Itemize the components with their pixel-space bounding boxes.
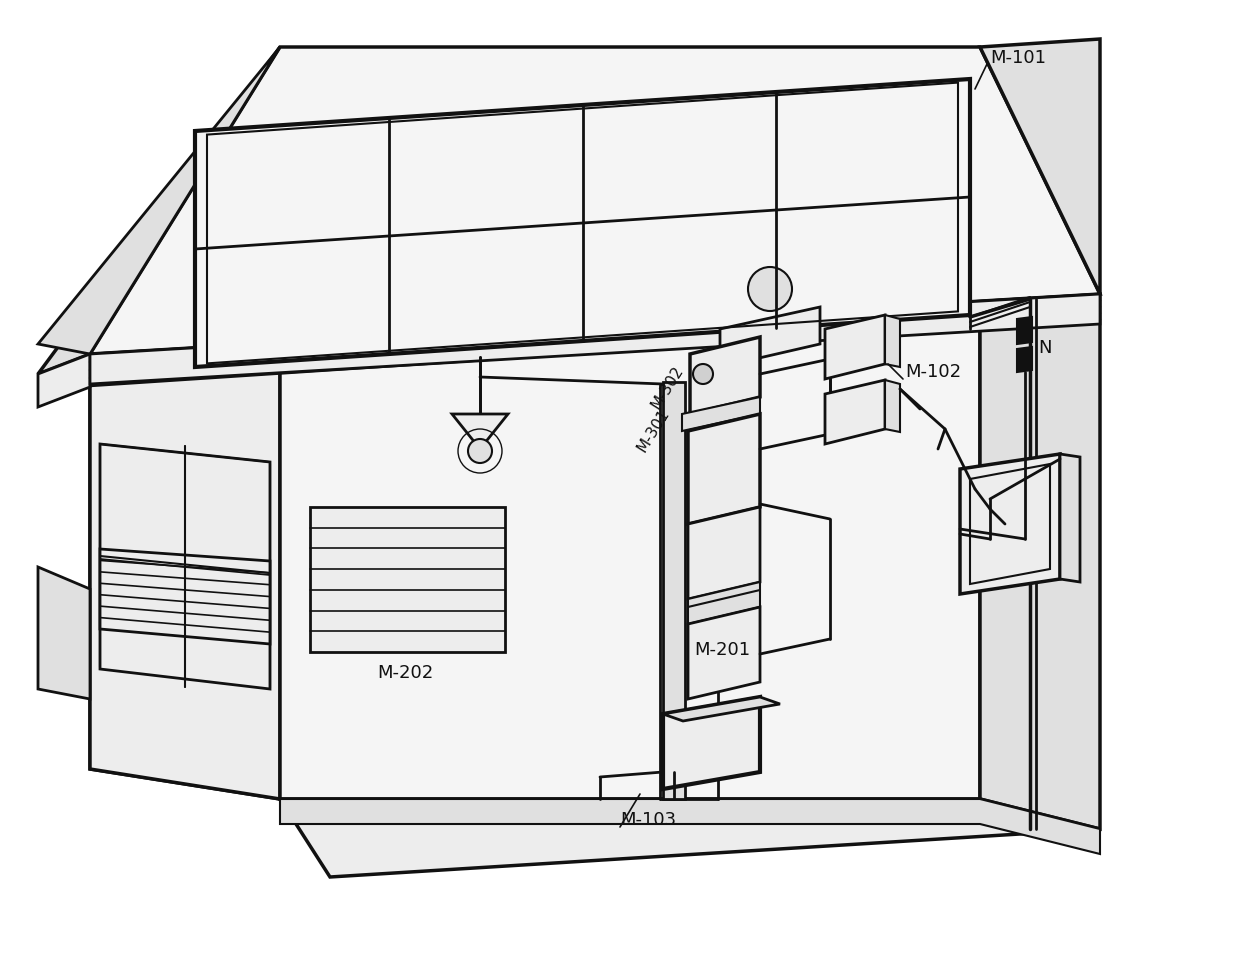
Polygon shape [688,582,760,624]
Polygon shape [1017,318,1032,345]
Polygon shape [688,608,760,700]
Polygon shape [885,316,900,367]
Polygon shape [682,397,760,431]
Text: M-101: M-101 [990,49,1047,67]
Text: M-302: M-302 [649,363,686,412]
Polygon shape [280,799,1100,854]
Polygon shape [960,454,1060,594]
Polygon shape [38,355,91,408]
Polygon shape [453,415,508,450]
Polygon shape [688,415,760,524]
Text: M-202: M-202 [377,664,433,681]
Circle shape [467,440,492,463]
Polygon shape [91,47,1100,355]
Polygon shape [100,445,270,689]
Text: M-103: M-103 [620,810,676,828]
Circle shape [693,364,713,385]
Polygon shape [38,568,91,700]
Text: N: N [1038,338,1052,357]
Circle shape [748,267,792,312]
Polygon shape [38,47,280,375]
Polygon shape [980,40,1100,295]
Polygon shape [663,698,760,789]
Polygon shape [91,295,1100,385]
Text: M-201: M-201 [694,641,750,658]
Polygon shape [100,549,270,644]
Polygon shape [688,508,760,600]
Polygon shape [689,337,760,415]
Polygon shape [885,381,900,432]
Polygon shape [1060,454,1080,582]
Polygon shape [310,508,505,652]
Polygon shape [663,383,684,799]
Polygon shape [91,355,280,799]
Polygon shape [825,316,885,380]
Polygon shape [980,290,1100,829]
Text: M-102: M-102 [905,362,961,381]
Polygon shape [720,308,820,367]
Polygon shape [825,381,885,445]
Polygon shape [280,799,1100,877]
Text: M-301: M-301 [634,406,672,454]
Polygon shape [91,355,280,799]
Polygon shape [280,290,980,799]
Polygon shape [1017,348,1032,373]
Polygon shape [663,698,780,721]
Polygon shape [38,47,280,355]
Polygon shape [195,79,970,367]
